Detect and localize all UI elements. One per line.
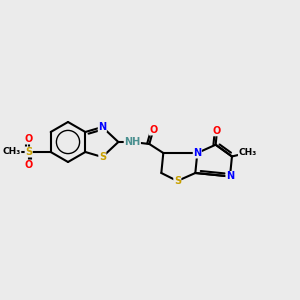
Text: S: S [174, 176, 181, 186]
Text: O: O [213, 126, 221, 136]
Text: CH₃: CH₃ [3, 148, 21, 157]
Text: O: O [149, 125, 158, 135]
Text: N: N [226, 172, 234, 182]
Text: N: N [193, 148, 201, 158]
Text: O: O [25, 134, 33, 144]
Text: CH₃: CH₃ [238, 148, 257, 157]
Text: S: S [25, 147, 32, 157]
Text: N: N [98, 122, 106, 132]
Text: S: S [99, 152, 106, 162]
Text: NH: NH [124, 137, 140, 147]
Text: O: O [25, 160, 33, 170]
